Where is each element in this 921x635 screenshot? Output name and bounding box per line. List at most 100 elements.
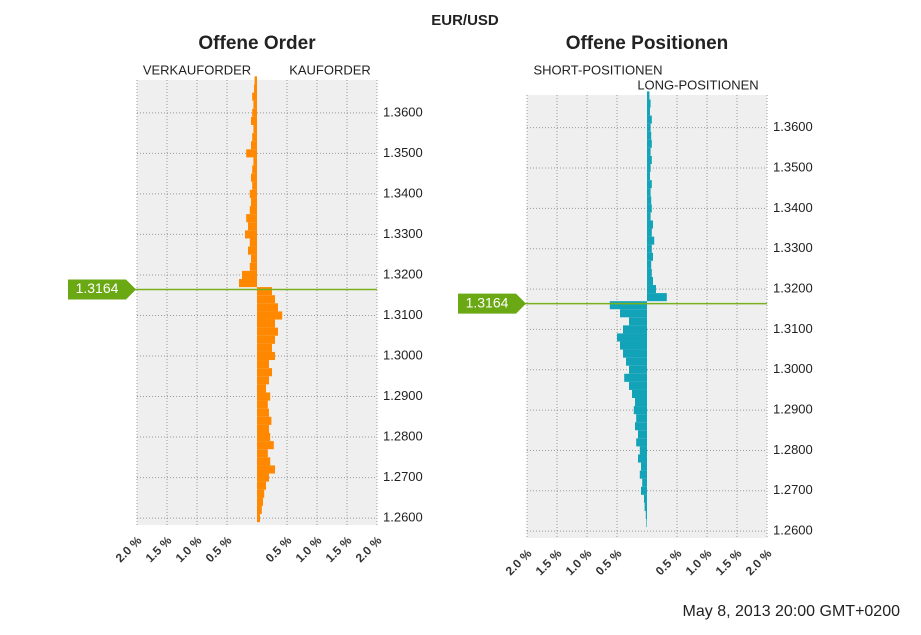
bar [620, 341, 647, 350]
bar [642, 478, 647, 487]
page-title: EUR/USD [431, 12, 499, 29]
bar [647, 212, 651, 221]
bar [257, 465, 275, 474]
bar [609, 301, 647, 310]
y-tick-label: 1.3600 [383, 104, 423, 119]
bar [249, 262, 257, 271]
bar [644, 494, 647, 503]
x-tick-label: 1.0 % [563, 546, 595, 578]
bar [254, 76, 257, 85]
bar [636, 414, 647, 423]
bar [257, 287, 272, 296]
legend-label: SHORT-POSITIONEN [533, 62, 662, 77]
price-label: 1.3164 [76, 280, 119, 296]
y-tick-label: 1.3200 [773, 281, 813, 296]
y-tick-label: 1.2800 [383, 428, 423, 443]
bar [647, 228, 652, 237]
bar [257, 392, 271, 401]
x-tick-label: 2.0 % [503, 546, 535, 578]
bar [249, 206, 257, 215]
bar [257, 449, 268, 458]
x-tick-label: 0.5 % [203, 533, 235, 565]
bar [647, 115, 652, 124]
bar [246, 214, 257, 223]
y-tick-label: 1.3400 [773, 200, 813, 215]
bar [647, 285, 656, 294]
bar [257, 433, 271, 442]
bar [638, 454, 647, 463]
bar [257, 384, 266, 393]
bar [251, 197, 257, 207]
y-tick-label: 1.2800 [773, 442, 813, 457]
y-tick-label: 1.3400 [383, 185, 423, 200]
y-tick-label: 1.2600 [383, 510, 423, 525]
y-tick-label: 1.2900 [773, 402, 813, 417]
bar [646, 519, 647, 528]
y-tick-label: 1.2700 [773, 482, 813, 497]
x-tick-label: 1.5 % [713, 546, 745, 578]
bar [251, 173, 257, 182]
bar [257, 351, 275, 361]
bar [629, 317, 647, 326]
y-tick-label: 1.2600 [773, 523, 813, 538]
y-tick-label: 1.3000 [383, 347, 423, 362]
bar [257, 295, 275, 304]
legend-label: VERKAUFORDER [143, 62, 251, 77]
bar [626, 357, 647, 366]
bar [239, 278, 257, 288]
bar [645, 510, 647, 520]
bar [257, 497, 263, 506]
bar [253, 100, 257, 109]
bar [647, 220, 653, 229]
bar [641, 462, 647, 471]
y-tick-label: 1.3500 [383, 145, 423, 160]
bar [242, 270, 257, 279]
bar [248, 222, 257, 231]
bar [252, 108, 257, 117]
x-tick-label: 0.5 % [653, 546, 685, 578]
y-tick-label: 1.2900 [383, 388, 423, 403]
bar [647, 99, 651, 108]
legend-label: LONG-POSITIONEN [637, 77, 758, 92]
x-tick-label: 1.5 % [533, 546, 565, 578]
bar [647, 236, 655, 245]
bar [647, 196, 652, 205]
bar [257, 473, 269, 482]
x-tick-label: 1.0 % [173, 533, 205, 565]
bar [647, 252, 653, 261]
y-tick-label: 1.3100 [773, 321, 813, 336]
bar [635, 397, 647, 407]
x-tick-label: 1.5 % [323, 533, 355, 565]
bar [623, 349, 647, 358]
bar [257, 400, 268, 409]
x-tick-label: 1.0 % [293, 533, 325, 565]
bar [647, 131, 652, 140]
bar [644, 502, 647, 511]
bar [257, 457, 271, 466]
x-tick-label: 2.0 % [113, 533, 145, 565]
bar [252, 92, 257, 101]
bar [257, 319, 275, 328]
chart-title: Offene Positionen [566, 33, 729, 54]
bar [257, 335, 275, 344]
bar [257, 376, 269, 385]
x-tick-label: 1.5 % [143, 533, 175, 565]
bar [647, 276, 653, 286]
y-tick-label: 1.2700 [383, 469, 423, 484]
bar [254, 84, 257, 93]
x-tick-label: 2.0 % [353, 533, 385, 565]
y-tick-label: 1.3300 [773, 240, 813, 255]
bar [257, 489, 265, 498]
bar [252, 181, 257, 190]
bar [253, 157, 257, 166]
y-tick-label: 1.3600 [773, 119, 813, 134]
bar [257, 424, 269, 434]
bar [624, 373, 647, 382]
chart-title: Offene Order [198, 33, 316, 54]
bar [623, 325, 647, 334]
y-tick-label: 1.3200 [383, 266, 423, 281]
bar [253, 124, 257, 134]
bar [639, 446, 647, 455]
bar [257, 441, 274, 450]
